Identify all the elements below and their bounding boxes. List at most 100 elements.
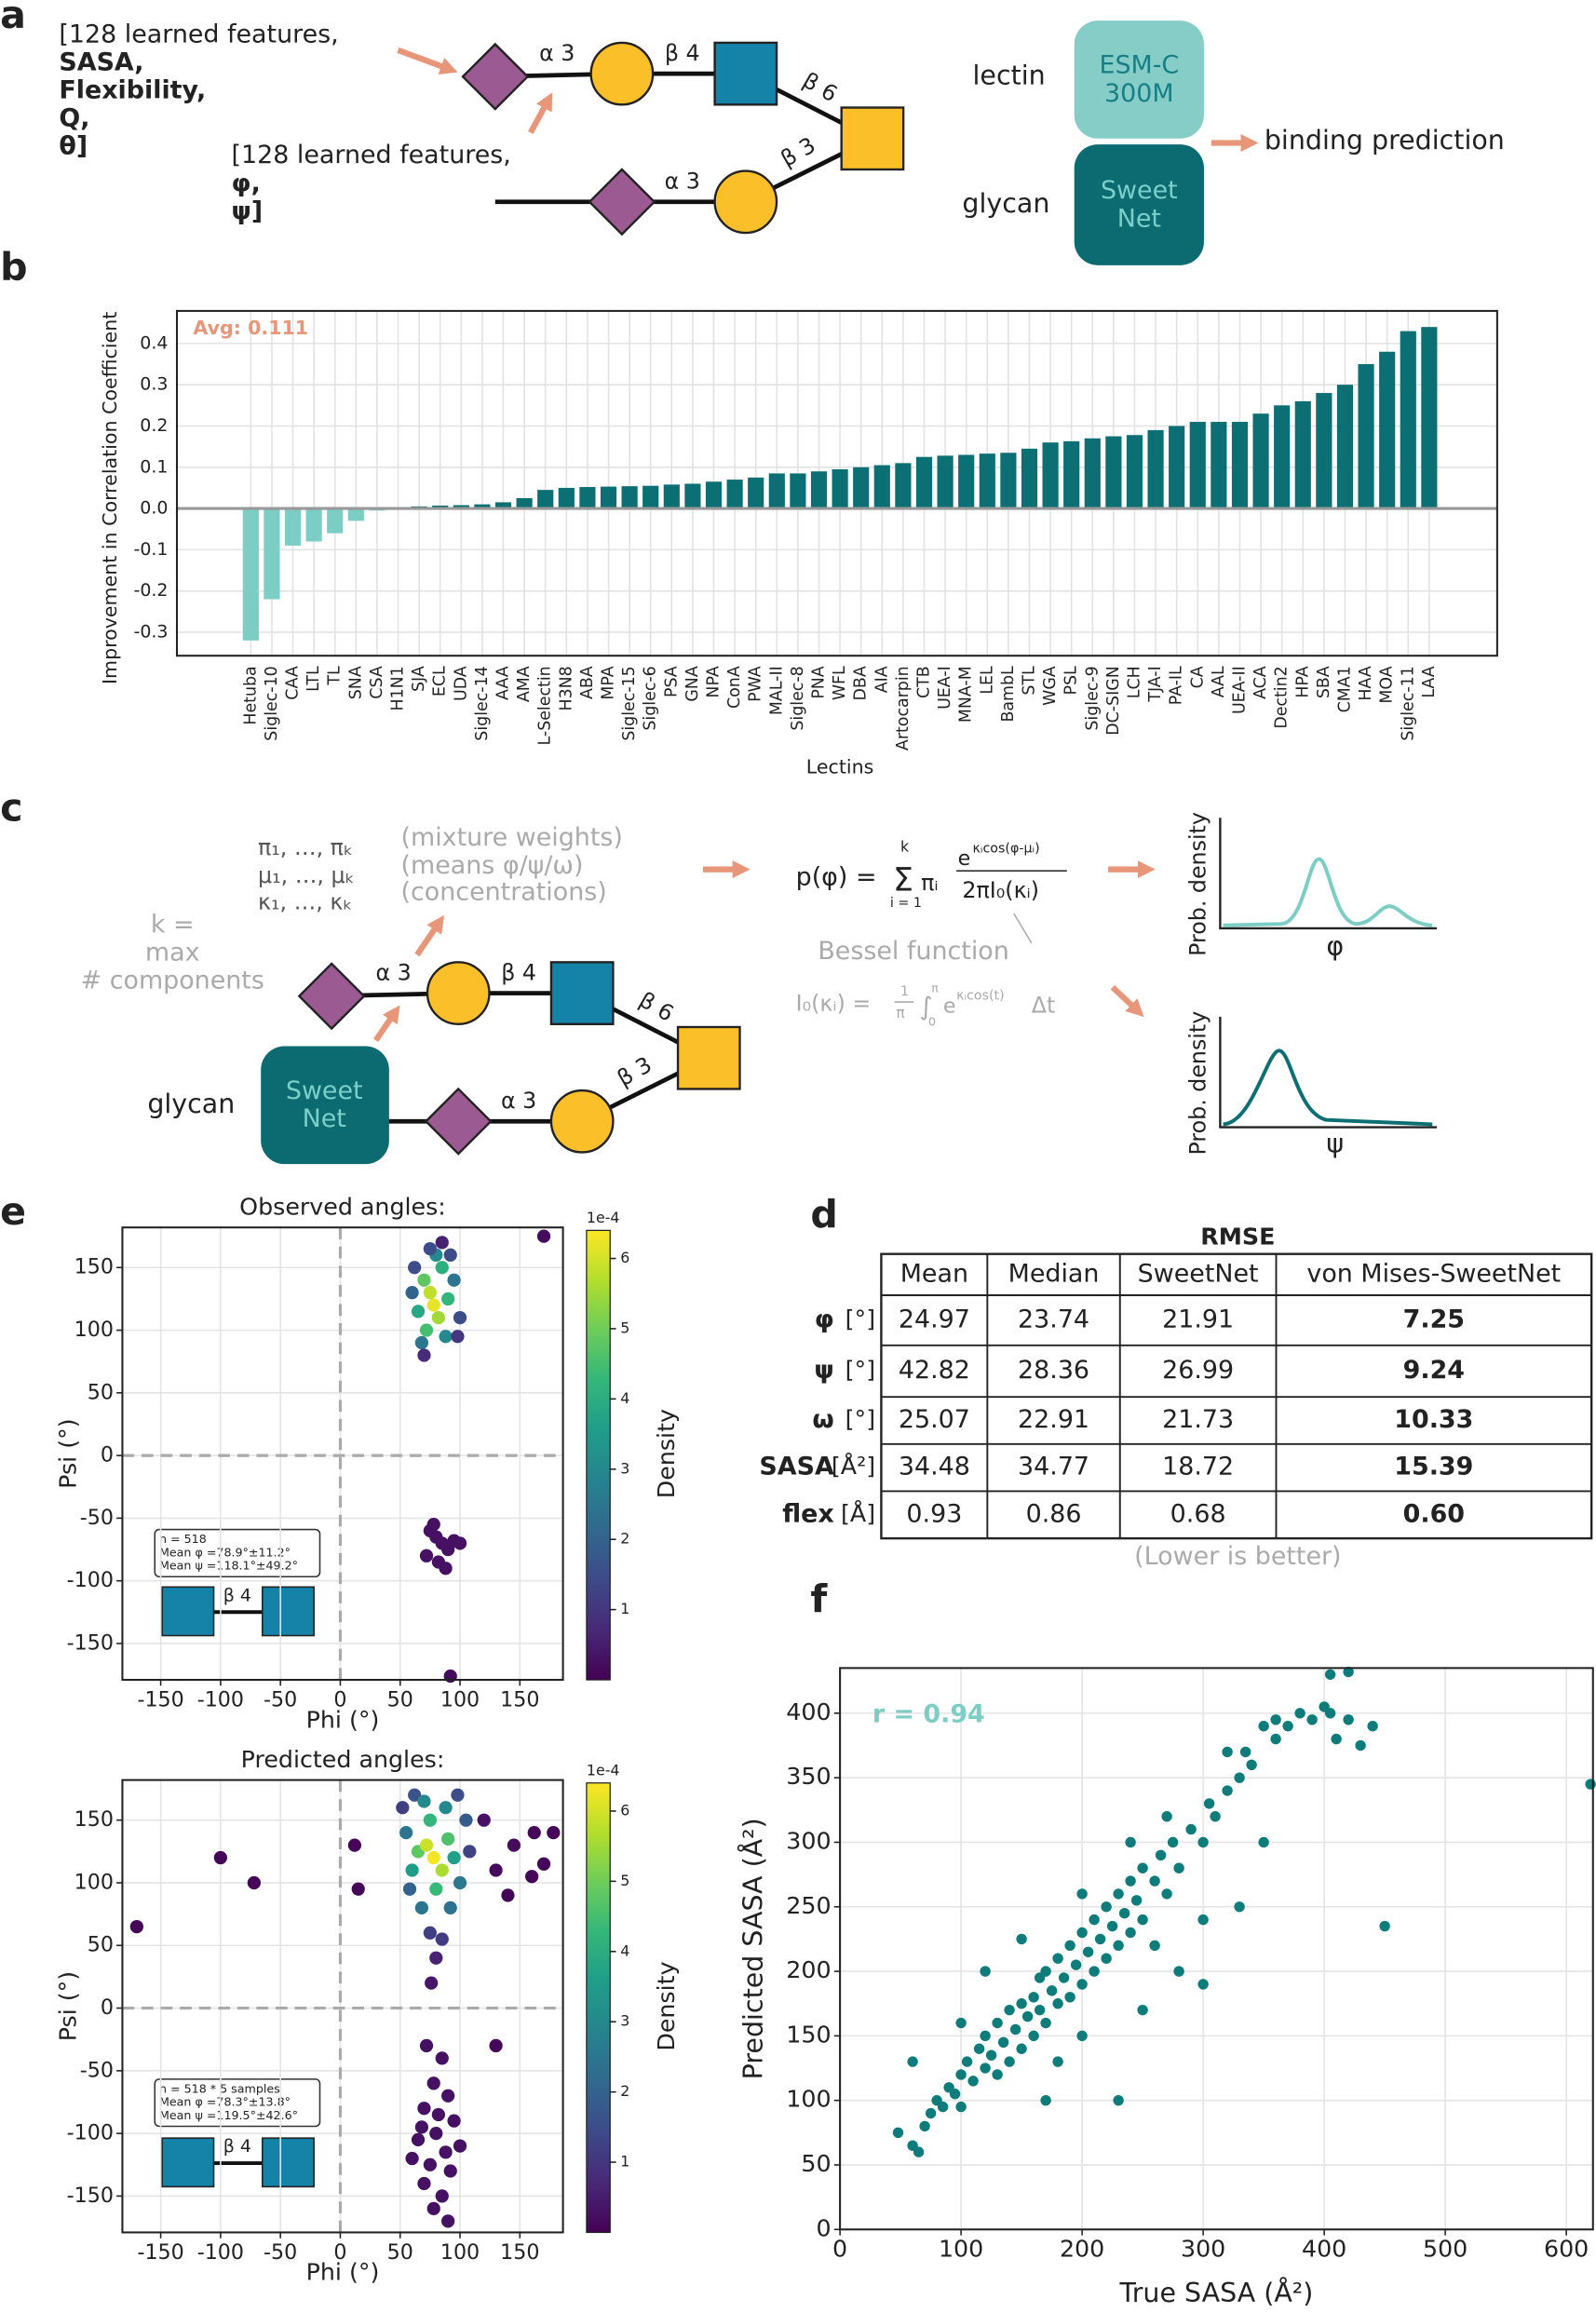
point bbox=[447, 1850, 461, 1865]
panel-label: f bbox=[810, 1576, 828, 1621]
x-tick-label: PWA bbox=[747, 666, 765, 702]
bar bbox=[1147, 429, 1164, 509]
y-tick-label: -50 bbox=[80, 1506, 114, 1530]
x-tick-label: MPA bbox=[600, 666, 618, 699]
glycan-label: glycan bbox=[147, 1089, 235, 1119]
x-tick-label: GNA bbox=[683, 666, 702, 701]
bar bbox=[1274, 405, 1291, 509]
x-tick-label: 100 bbox=[440, 2240, 480, 2265]
x-tick-label: -100 bbox=[197, 2240, 244, 2265]
point bbox=[1076, 1927, 1088, 1939]
inset: n = 518 Mean φ =78.9°±11.2° Mean ψ =118.… bbox=[154, 1528, 321, 1637]
linkage-label: α 3 bbox=[665, 169, 700, 195]
bar bbox=[1169, 426, 1185, 509]
point bbox=[402, 1882, 417, 1896]
point bbox=[1076, 2030, 1088, 2042]
point bbox=[547, 1826, 561, 1840]
point bbox=[429, 1882, 443, 1896]
k-note: # components bbox=[81, 966, 264, 994]
scatter-chart: -150 -100 -50 0 50 100 150 -150 -100 -50 0 50 100 150… bbox=[54, 1194, 679, 1734]
point bbox=[1040, 1966, 1051, 1977]
point bbox=[351, 1882, 365, 1896]
bar bbox=[937, 455, 954, 509]
colorbar-tick-label: 5 bbox=[620, 1872, 629, 1889]
x-tick-label: L-Selectin bbox=[536, 666, 555, 745]
param-note: (mixture weights) bbox=[401, 823, 623, 852]
inset-text: Mean ψ =119.5°±42.6° bbox=[159, 2108, 298, 2122]
point bbox=[1270, 1714, 1281, 1725]
x-tick-label: TL bbox=[326, 666, 345, 686]
bar bbox=[873, 465, 890, 509]
point bbox=[1270, 1733, 1281, 1745]
plot-frame bbox=[839, 1667, 1594, 2231]
point bbox=[213, 1850, 227, 1865]
param-list: κ₁, …, κₖ bbox=[258, 889, 352, 915]
glycan: α 3 β 4 β 6 α 3 β 3 bbox=[463, 40, 903, 235]
bar bbox=[1189, 422, 1206, 509]
bar bbox=[284, 508, 302, 546]
table-cell: 7.25 bbox=[1403, 1305, 1465, 1333]
feature-line: [128 learned features, bbox=[232, 141, 511, 169]
formula-part: i = 1 bbox=[890, 896, 922, 911]
bessel-formula: I₀(κᵢ) = 1 π ∫ π 0 e κᵢcos(t) Δt bbox=[796, 981, 1056, 1028]
y-tick-label: 0 bbox=[101, 1995, 114, 2020]
point bbox=[1070, 1959, 1082, 1970]
bar bbox=[1294, 400, 1311, 509]
formula-part: κᵢcos(t) bbox=[956, 989, 1005, 1004]
x-tick-label: Siglec-14 bbox=[473, 666, 492, 740]
plot-frame bbox=[175, 309, 1498, 657]
formula-part: p(φ) = bbox=[796, 863, 877, 892]
x-tick-label: -150 bbox=[137, 2240, 183, 2265]
point bbox=[408, 1261, 422, 1275]
point bbox=[435, 1236, 449, 1250]
point bbox=[426, 1298, 440, 1312]
bar bbox=[1231, 422, 1249, 509]
x-tick-label: MAL-II bbox=[767, 666, 786, 715]
y-tick-label: 350 bbox=[786, 1763, 831, 1790]
point bbox=[417, 1794, 431, 1808]
feature-line: SASA, bbox=[59, 48, 143, 77]
bar bbox=[684, 483, 701, 509]
inset-text: n = 518 * 5 samples bbox=[159, 2081, 280, 2095]
point bbox=[1149, 1875, 1160, 1887]
point bbox=[431, 1310, 445, 1325]
x-tick-label: ConA bbox=[725, 666, 744, 709]
bar bbox=[853, 467, 870, 509]
point bbox=[1130, 1895, 1143, 1906]
y-tick-label: -100 bbox=[67, 1568, 114, 1592]
x-tick-label: 150 bbox=[500, 1688, 539, 1712]
y-tick-label: 100 bbox=[74, 1870, 114, 1894]
point bbox=[443, 1900, 457, 1915]
y-tick-label: -0.2 bbox=[133, 580, 168, 601]
point bbox=[1021, 2010, 1034, 2022]
bar bbox=[1336, 385, 1354, 509]
table-cell: 21.91 bbox=[1162, 1305, 1234, 1333]
point bbox=[1082, 1946, 1094, 1957]
point bbox=[892, 2127, 904, 2139]
point bbox=[1258, 1836, 1269, 1848]
point bbox=[1197, 1979, 1209, 1990]
row-unit: [°] bbox=[845, 1305, 875, 1332]
y-tick-label: 0.3 bbox=[140, 374, 168, 395]
table-cell: 34.77 bbox=[1018, 1453, 1089, 1481]
point bbox=[414, 1900, 428, 1915]
point bbox=[447, 2114, 461, 2128]
point bbox=[1016, 2043, 1027, 2054]
x-tick-label: 0 bbox=[333, 2240, 346, 2265]
y-axis-label: Improvement in Correlation Coefficient bbox=[99, 312, 121, 684]
x-tick-label: Dectin2 bbox=[1273, 666, 1292, 728]
param-list: μ₁, …, μₖ bbox=[258, 862, 355, 888]
model-label: 300M bbox=[1104, 79, 1174, 108]
point bbox=[1125, 1927, 1136, 1939]
x-tick-label: AAL bbox=[1210, 666, 1228, 697]
linkage-label: β 4 bbox=[501, 960, 536, 986]
table-cell: 24.97 bbox=[899, 1305, 970, 1333]
point bbox=[1028, 1992, 1039, 2003]
colorbar-scale: 1e-4 bbox=[587, 1762, 620, 1779]
feature-line: φ, bbox=[232, 169, 261, 197]
point bbox=[414, 1335, 428, 1350]
point bbox=[429, 2127, 443, 2141]
annotation: Avg: 0.111 bbox=[193, 317, 308, 339]
x-tick-label: PSA bbox=[662, 666, 681, 697]
param-note: (concentrations) bbox=[401, 877, 607, 906]
